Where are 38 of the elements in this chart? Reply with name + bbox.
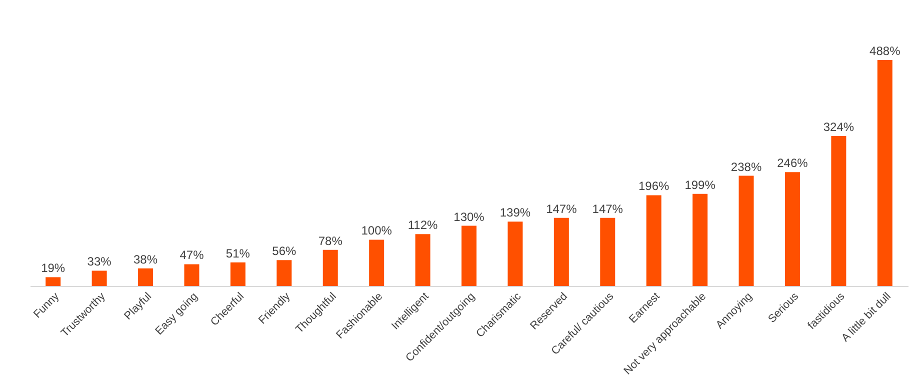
data-label: 324% (823, 120, 854, 134)
data-label: 238% (730, 160, 762, 174)
data-label: 19% (41, 261, 66, 276)
data-label: 488% (870, 44, 901, 58)
bar (322, 250, 338, 286)
data-label: 246% (777, 156, 808, 170)
bar (276, 260, 292, 286)
data-label: 56% (272, 244, 296, 258)
data-label: 47% (180, 248, 204, 262)
data-label: 78% (318, 234, 343, 248)
bar (508, 222, 523, 286)
bar (462, 226, 476, 286)
bar (184, 264, 200, 286)
bar (646, 195, 662, 286)
bar (46, 277, 61, 286)
data-label: 139% (500, 206, 531, 220)
bar (138, 268, 154, 286)
bar (230, 262, 246, 286)
bar (784, 172, 800, 286)
data-label: 100% (361, 224, 392, 238)
bar (554, 218, 569, 286)
bar (877, 60, 892, 286)
data-label: 196% (638, 179, 670, 194)
data-label: 38% (134, 252, 158, 266)
bar (692, 194, 708, 286)
data-label: 51% (226, 246, 250, 260)
bar (600, 218, 616, 286)
data-label: 147% (546, 202, 578, 216)
data-label: 199% (684, 178, 716, 192)
bar (415, 234, 430, 286)
bar (738, 176, 754, 286)
data-label: 33% (87, 254, 112, 269)
bar (369, 240, 384, 286)
data-label: 147% (592, 202, 624, 216)
bar (831, 136, 846, 286)
bar (92, 270, 107, 286)
data-label: 112% (408, 218, 438, 232)
data-label: 130% (454, 210, 485, 224)
